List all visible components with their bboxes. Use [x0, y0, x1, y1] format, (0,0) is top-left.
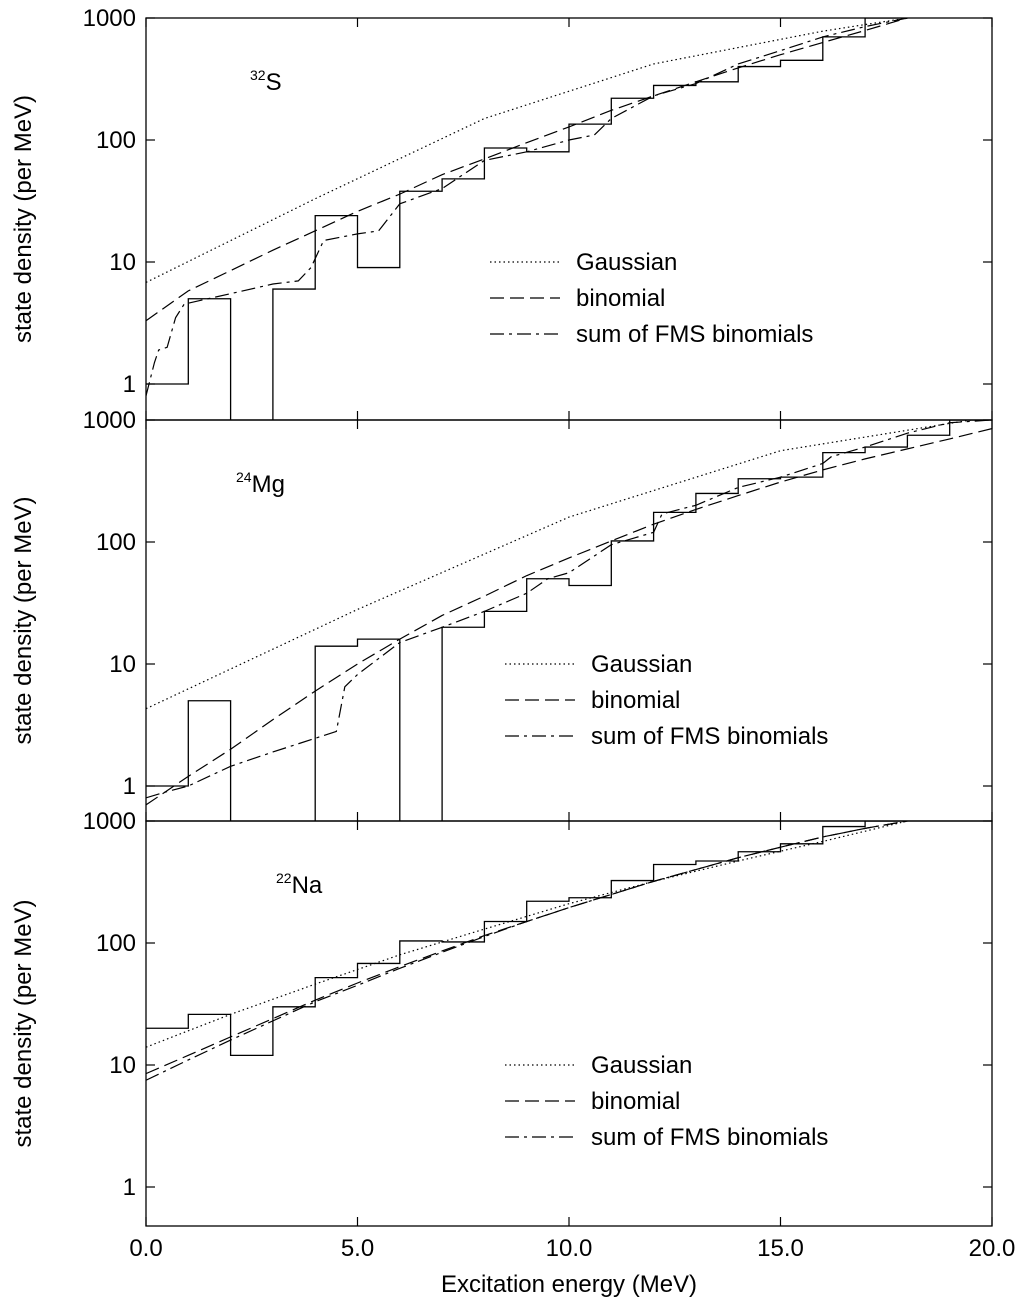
nuclide-label: 24Mg [236, 469, 285, 498]
series-line-dotted [146, 18, 908, 283]
series-line-dotted [146, 420, 971, 710]
x-tick-label: 5.0 [341, 1235, 374, 1262]
series-line-dashed [146, 18, 908, 322]
y-axis-title: state density (per MeV) [10, 95, 37, 343]
x-tick-labels: 0.0 5.0 10.0 15.0 20.0 [129, 1235, 1015, 1262]
y-tick-label: 1 [123, 371, 136, 398]
histogram-step-line [146, 420, 992, 821]
x-tick-label: 15.0 [757, 1235, 804, 1262]
x-tick-label: 10.0 [546, 1235, 593, 1262]
nuclide-label: 22Na [276, 870, 323, 899]
legend-label: Gaussian [576, 249, 677, 276]
y-tick-label: 1000 [83, 5, 136, 32]
histogram-step-line [146, 18, 908, 420]
y-tick-label: 1 [123, 773, 136, 800]
legend-label: Gaussian [591, 1052, 692, 1079]
legend-label: sum of FMS binomials [576, 321, 813, 348]
y-tick-label: 100 [96, 127, 136, 154]
y-axis-title: state density (per MeV) [10, 899, 37, 1147]
y-tick-label: 1000 [83, 407, 136, 434]
series-line-dashed [146, 821, 908, 1075]
panels: 1 10 100 1000 state density (per MeV) Gaussia… [10, 5, 993, 1227]
y-axis-title: state density (per MeV) [10, 496, 37, 744]
y-tick-label: 10 [109, 1052, 136, 1079]
x-axis-title: Excitation energy (MeV) [441, 1271, 697, 1298]
legend-label: sum of FMS binomials [591, 723, 828, 750]
y-tick-label: 10 [109, 249, 136, 276]
series-line-dotted [146, 821, 908, 1048]
x-tick-label: 0.0 [129, 1235, 162, 1262]
legend-label: sum of FMS binomials [591, 1124, 828, 1151]
x-tick-label: 20.0 [969, 1235, 1016, 1262]
series-line-dashdot [146, 821, 908, 1081]
y-tick-label: 1 [123, 1174, 136, 1201]
y-tick-label: 100 [96, 930, 136, 957]
y-tick-label: 100 [96, 529, 136, 556]
histogram-step-line [146, 821, 908, 1056]
legend-label: binomial [576, 285, 665, 312]
panel-s: 1 10 100 1000 state density (per MeV) Gaussia… [10, 5, 993, 421]
y-tick-label: 10 [109, 651, 136, 678]
legend-label: binomial [591, 1088, 680, 1115]
panel-na: 1 10 100 1000 state density (per MeV) Gaussia… [10, 808, 993, 1227]
series-line-dashed [146, 428, 992, 806]
series-line-dashdot [146, 420, 992, 799]
legend-label: binomial [591, 687, 680, 714]
legend-label: Gaussian [591, 651, 692, 678]
series-line-dashdot [146, 18, 908, 396]
panel-mg: 1 10 100 1000 state density (per MeV) Gaussia… [10, 407, 993, 822]
nuclide-label: 32S [250, 67, 282, 96]
y-tick-label: 1000 [83, 808, 136, 835]
